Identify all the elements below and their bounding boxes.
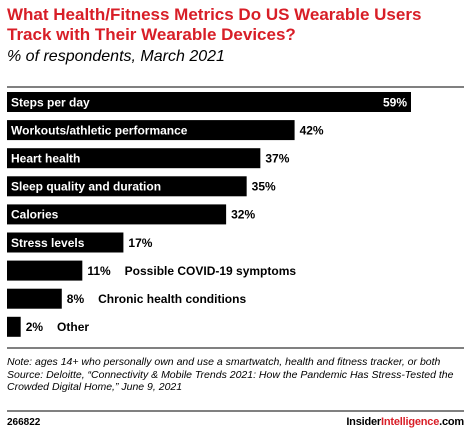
bar (7, 120, 295, 141)
bar-value-label: 32% (231, 208, 255, 222)
brand-logo: InsiderIntelligence.com (346, 416, 464, 428)
bar-value-label: 17% (128, 236, 152, 250)
bar (7, 288, 62, 309)
bar (7, 92, 411, 112)
brand-suffix: .com (439, 416, 464, 428)
bar-category-label: Steps per day (11, 95, 90, 109)
bar-category-label: Calories (11, 208, 59, 222)
bars-group: 59% Steps per day 42% Workouts/athletic per… (7, 92, 411, 337)
bar-value-label: 37% (265, 152, 289, 166)
bar-category-label: Heart health (11, 152, 80, 166)
bar (7, 204, 227, 225)
bar-category-label: Other (57, 320, 89, 334)
bar-category-label: Stress levels (11, 236, 85, 250)
bar (7, 148, 261, 169)
bar (7, 176, 247, 197)
bar-category-label: Chronic health conditions (98, 292, 246, 306)
bar-value-label: 11% (87, 264, 111, 278)
brand-insider: Insider (346, 416, 381, 428)
bar-category-label: Sleep quality and duration (11, 180, 161, 194)
chart-id: 266822 (7, 417, 41, 428)
bar-value-label: 2% (26, 320, 44, 334)
bar-category-label: Possible COVID-19 symptoms (125, 264, 297, 278)
bar (7, 232, 124, 253)
bar-value-label: 35% (252, 180, 276, 194)
bar-value-label: 8% (67, 292, 85, 306)
bar-value-label: 42% (300, 123, 324, 137)
chart-notes: Note: ages 14+ who personally own and us… (7, 356, 467, 394)
bar-category-label: Workouts/athletic performance (11, 123, 188, 137)
note-text: Note: ages 14+ who personally own and us… (7, 356, 441, 368)
bar (7, 316, 21, 337)
bar (7, 260, 83, 281)
chart-title: What Health/Fitness Metrics Do US Wearab… (7, 5, 422, 44)
source-text: Source: Deloitte, “Connectivity & Mobile… (7, 368, 454, 394)
bar-value-label: 59% (383, 95, 407, 109)
chart-subtitle: % of respondents, March 2021 (7, 48, 225, 65)
brand-intelligence: Intelligence (381, 416, 440, 428)
